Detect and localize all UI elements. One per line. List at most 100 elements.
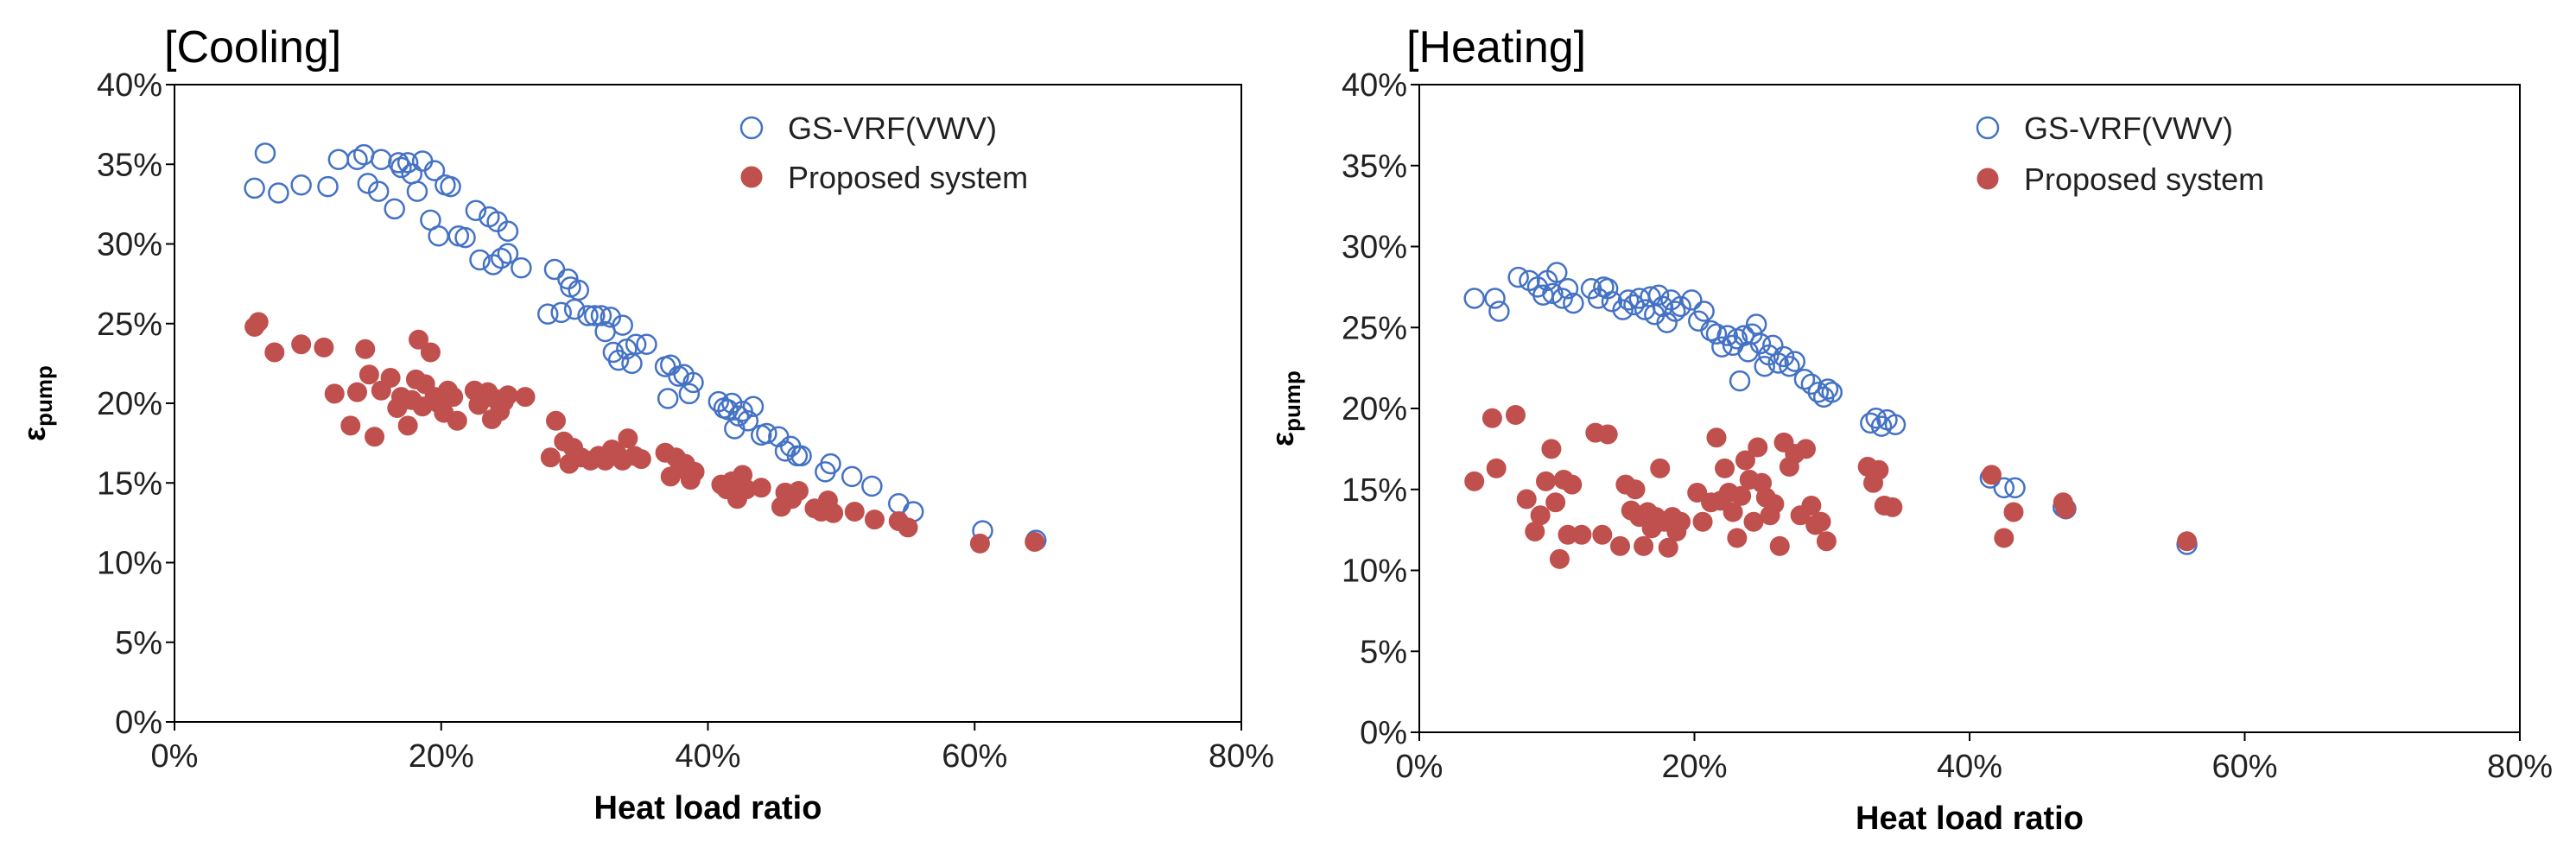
- gs-vrf-point: [1779, 356, 1800, 377]
- proposed-system-point: [1735, 450, 1755, 471]
- y-tick-label: 15%: [97, 465, 162, 502]
- gs-vrf-point: [490, 247, 512, 269]
- proposed-system-point: [355, 339, 376, 359]
- proposed-system-point: [1727, 528, 1748, 548]
- proposed-system-point: [1549, 548, 1570, 569]
- gs-vrf-point: [1754, 356, 1775, 377]
- y-tick-label: 40%: [1342, 67, 1407, 104]
- proposed-system-point: [1769, 535, 1790, 556]
- proposed-system-point: [1981, 465, 2002, 485]
- proposed-system-point: [1545, 492, 1566, 513]
- proposed-system-point: [1882, 497, 1903, 517]
- gs-vrf-point: [2004, 477, 2026, 499]
- proposed-system-point: [1748, 437, 1768, 458]
- gs-vrf-point: [742, 396, 765, 417]
- proposed-system-point: [1571, 524, 1592, 545]
- proposed-system-point: [365, 427, 385, 447]
- gs-vrf-point: [1463, 288, 1485, 309]
- y-tick-label: 0%: [115, 705, 162, 741]
- proposed-system-point: [1536, 471, 1557, 491]
- proposed-system-point: [314, 337, 334, 358]
- gs-vrf-point: [577, 305, 599, 326]
- gs-vrf-point: [440, 175, 461, 198]
- proposed-system-point: [546, 410, 567, 431]
- proposed-system-point: [540, 447, 561, 468]
- gs-vrf-point: [390, 156, 412, 179]
- legend-marker: [739, 116, 764, 140]
- gs-vrf-point: [317, 175, 339, 198]
- legend-label: GS-VRF(VWV): [788, 111, 997, 146]
- proposed-system-point: [1597, 424, 1618, 445]
- proposed-system-point: [447, 410, 467, 431]
- gs-vrf-point: [465, 199, 487, 222]
- proposed-system-point: [1869, 459, 1889, 480]
- y-tick-label: 0%: [1360, 715, 1407, 751]
- proposed-system-point: [1706, 427, 1727, 448]
- proposed-system-point: [1795, 439, 1816, 459]
- y-tick-label: 35%: [1342, 149, 1407, 185]
- gs-vrf-point: [625, 333, 647, 355]
- gs-vrf-point: [612, 314, 633, 336]
- x-tick-label: 40%: [675, 738, 740, 775]
- gs-vrf-point: [511, 256, 532, 279]
- proposed-system-point: [1692, 511, 1713, 532]
- proposed-system-point: [1816, 531, 1837, 552]
- gs-vrf-point: [469, 249, 491, 271]
- proposed-system-point: [1464, 471, 1485, 491]
- y-tick-label: 5%: [1360, 634, 1407, 670]
- proposed-system-point: [1811, 511, 1831, 532]
- x-tick-label: 60%: [2211, 749, 2277, 785]
- proposed-system-point: [823, 503, 844, 523]
- gs-vrf-point: [600, 307, 622, 328]
- x-axis-label: Heat load ratio: [594, 790, 822, 826]
- chart-title: [Heating]: [1406, 22, 1586, 73]
- proposed-system-point: [264, 342, 285, 363]
- gs-vrf-point: [268, 182, 289, 204]
- proposed-system-point: [1671, 511, 1691, 532]
- gs-vrf-point: [388, 152, 409, 174]
- gs-vrf-point: [1557, 278, 1579, 300]
- gs-vrf-point: [584, 305, 606, 326]
- gs-vrf-point: [1563, 292, 1584, 314]
- proposed-system-point: [1562, 474, 1583, 495]
- legend-label: Proposed system: [788, 160, 1028, 195]
- proposed-system-point: [1505, 405, 1526, 425]
- gs-vrf-point: [1767, 352, 1789, 374]
- proposed-system-point: [844, 501, 865, 522]
- gs-vrf-point: [1817, 378, 1839, 400]
- gs-vrf-point: [1729, 370, 1751, 392]
- legend: GS-VRF(VWV) Proposed system: [739, 111, 1028, 195]
- proposed-system-point: [788, 480, 809, 501]
- gs-vrf-point: [371, 149, 392, 170]
- gs-vrf-point: [1623, 294, 1645, 316]
- series-2: [244, 312, 1045, 554]
- y-tick-label: 10%: [97, 546, 162, 582]
- chart-title: [Cooling]: [164, 22, 341, 73]
- gs-vrf-point: [1488, 301, 1510, 322]
- gs-vrf-point: [1484, 288, 1506, 309]
- gs-vrf-point: [352, 143, 375, 166]
- proposed-system-point: [380, 367, 401, 388]
- x-tick-label: 80%: [2487, 749, 2553, 785]
- y-tick-label: 30%: [1342, 230, 1407, 266]
- proposed-system-point: [751, 478, 771, 498]
- gs-vrf-point: [327, 149, 350, 170]
- y-axis-label: εpump: [16, 365, 57, 441]
- gs-vrf-point: [244, 177, 265, 199]
- proposed-system-point: [358, 364, 379, 385]
- gs-vrf-point: [1542, 282, 1564, 305]
- x-tick-label: 40%: [1937, 749, 2002, 785]
- y-tick-label: 30%: [97, 227, 162, 263]
- gs-vrf-point: [682, 371, 704, 394]
- legend-label: GS-VRF(VWV): [2024, 111, 2233, 146]
- gs-vrf-point: [657, 388, 679, 409]
- gs-vrf-point: [590, 305, 612, 326]
- gs-vrf-point: [357, 173, 379, 194]
- legend-marker: [740, 166, 763, 188]
- x-tick-label: 0%: [1396, 749, 1443, 785]
- gs-vrf-point: [1993, 477, 2015, 499]
- gs-vrf-point: [1617, 289, 1640, 311]
- proposed-system-point: [324, 383, 345, 404]
- gs-vrf-point: [717, 399, 739, 421]
- proposed-system-point: [684, 461, 705, 482]
